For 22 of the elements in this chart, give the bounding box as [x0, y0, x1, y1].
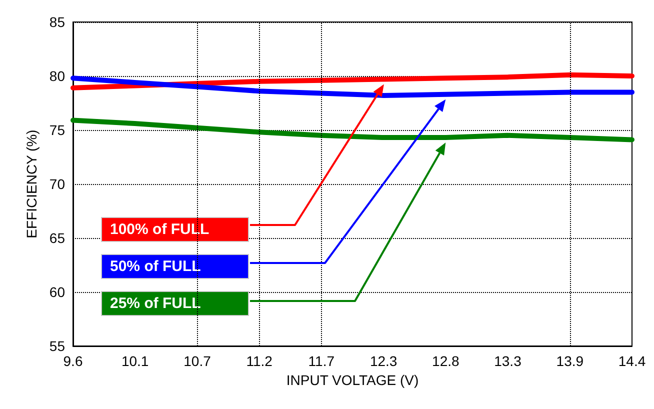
x-tick-label: 14.4	[618, 353, 646, 369]
y-axis-title: EFFICIENCY (%)	[24, 130, 40, 238]
y-tick-label: 75	[49, 122, 66, 138]
x-axis-title: INPUT VOLTAGE (V)	[286, 372, 419, 388]
y-tick-label: 70	[49, 176, 66, 192]
x-tick-label: 10.1	[121, 353, 149, 369]
x-tick-label: 12.3	[370, 353, 398, 369]
x-tick-label: 13.3	[494, 353, 522, 369]
text: 50% of FULL	[110, 258, 201, 275]
text: 25% of FULL	[110, 295, 201, 312]
y-tick-label: 65	[49, 230, 66, 246]
text: 100% of FULL	[110, 221, 210, 238]
x-tick-label: 13.9	[556, 353, 584, 369]
y-tick-label: 85	[49, 14, 66, 30]
y-tick-label: 55	[49, 338, 66, 354]
y-tick-label: 80	[49, 68, 66, 84]
x-tick-label: 9.6	[63, 353, 83, 369]
x-tick-label: 11.2	[246, 353, 273, 369]
x-tick-label: 10.7	[184, 353, 212, 369]
y-tick-label: 60	[49, 284, 66, 300]
x-tick-label: 11.7	[308, 353, 335, 369]
x-tick-label: 12.8	[432, 353, 460, 369]
